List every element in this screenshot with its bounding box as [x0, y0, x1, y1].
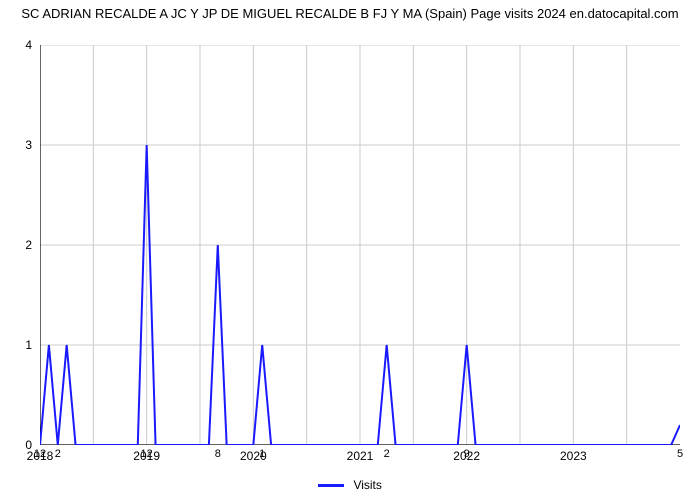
- chart-container: SC ADRIAN RECALDE A JC Y JP DE MIGUEL RE…: [0, 0, 700, 500]
- data-point-label: 9: [464, 448, 470, 460]
- y-tick-label: 3: [12, 138, 32, 152]
- data-point-label: 12: [34, 448, 46, 460]
- legend: Visits: [0, 477, 700, 492]
- legend-label: Visits: [353, 478, 381, 492]
- x-tick-label: 2021: [347, 449, 374, 463]
- chart-title: SC ADRIAN RECALDE A JC Y JP DE MIGUEL RE…: [0, 0, 700, 25]
- y-tick-label: 2: [12, 238, 32, 252]
- data-point-label: 12: [141, 448, 153, 460]
- data-point-label: 5: [677, 448, 683, 460]
- y-tick-label: 1: [12, 338, 32, 352]
- data-point-label: 1: [259, 448, 265, 460]
- legend-swatch: [318, 484, 344, 487]
- chart-area: 01234 201820192020202120222023 122128129…: [40, 45, 680, 445]
- x-tick-label: 2023: [560, 449, 587, 463]
- data-point-label: 2: [384, 448, 390, 460]
- chart-svg: [40, 45, 680, 445]
- data-point-label: 2: [55, 448, 61, 460]
- y-tick-label: 4: [12, 38, 32, 52]
- data-point-label: 8: [215, 448, 221, 460]
